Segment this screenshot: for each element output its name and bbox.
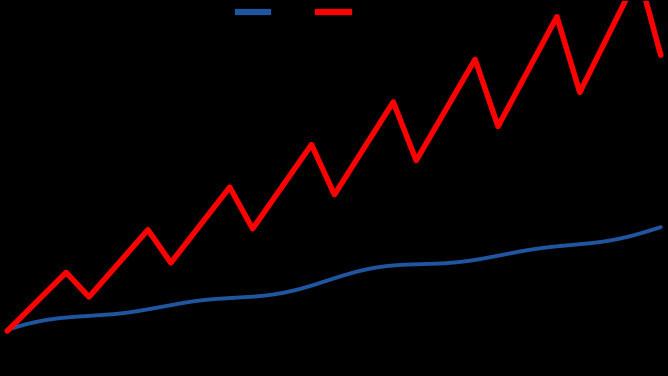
Legend: , : , — [232, 0, 356, 25]
